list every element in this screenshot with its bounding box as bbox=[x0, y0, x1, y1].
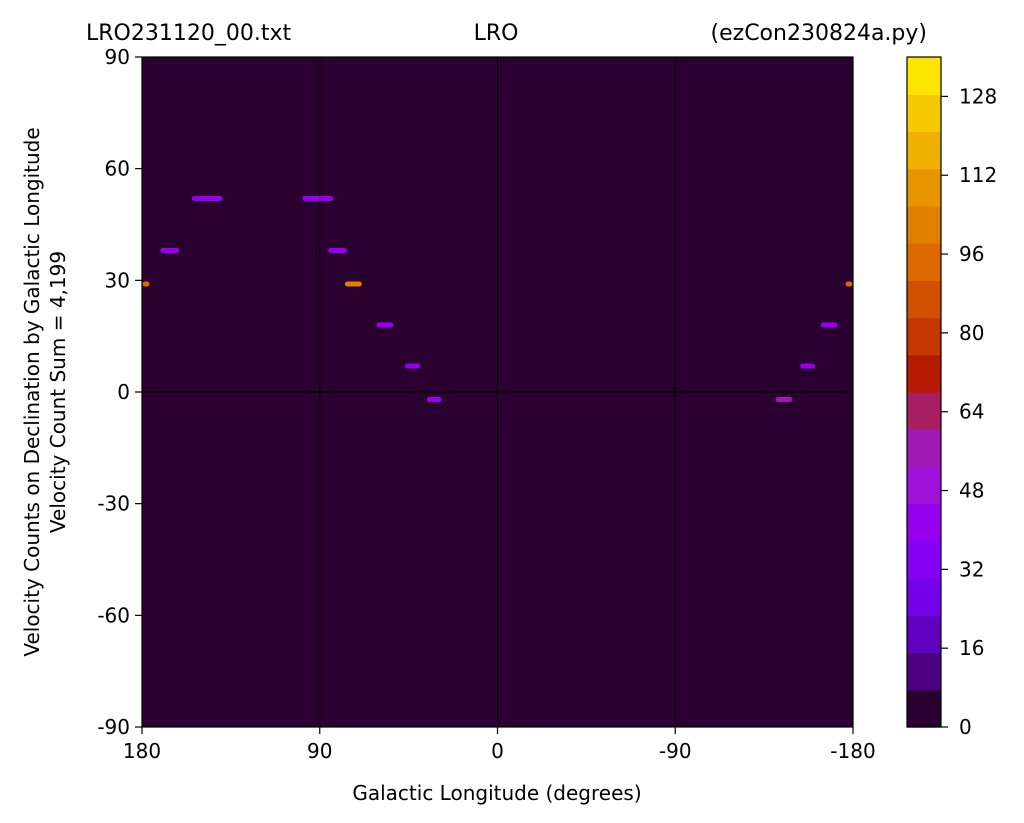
x-tick-label: -180 bbox=[830, 739, 875, 763]
x-axis-ticks: 180 90 0 -90 -180 bbox=[123, 727, 876, 763]
colorbar-segment bbox=[907, 131, 941, 170]
colorbar-ticks: 0 16 32 48 64 80 96 112 128 bbox=[941, 84, 997, 739]
colorbar-segment bbox=[907, 243, 941, 281]
colorbar-segment bbox=[907, 392, 941, 430]
colorbar-segment bbox=[907, 466, 941, 505]
colorbar-frame bbox=[906, 56, 942, 728]
chart-title-center: LRO bbox=[474, 21, 519, 46]
colorbar-segment bbox=[907, 57, 941, 95]
colorbar-segment bbox=[907, 354, 941, 393]
colorbar-segment bbox=[907, 94, 941, 133]
colorbar: 0 16 32 48 64 80 96 112 128 bbox=[906, 56, 997, 739]
x-tick-label: 0 bbox=[491, 739, 504, 763]
x-axis-label: Galactic Longitude (degrees) bbox=[352, 781, 641, 805]
y-tick-label: -60 bbox=[97, 603, 130, 627]
colorbar-tick-label: 48 bbox=[959, 479, 984, 503]
colorbar-segment bbox=[907, 503, 941, 542]
x-tick-label: 180 bbox=[123, 739, 161, 763]
colorbar-tick-label: 64 bbox=[959, 400, 984, 424]
y-tick-label: 60 bbox=[105, 157, 130, 181]
colorbar-segment bbox=[907, 578, 941, 616]
colorbar-segment bbox=[907, 652, 941, 691]
colorbar-tick-label: 96 bbox=[959, 242, 984, 266]
colorbar-segment bbox=[907, 429, 941, 468]
y-tick-label: 0 bbox=[117, 380, 130, 404]
colorbar-segment bbox=[907, 615, 941, 654]
colorbar-segment bbox=[907, 317, 941, 356]
y-axis-label-line2: Velocity Count Sum = 4,199 bbox=[46, 251, 70, 533]
colorbar-segment bbox=[907, 540, 941, 579]
colorbar-tick-label: 32 bbox=[959, 557, 984, 581]
colorbar-segments bbox=[907, 57, 941, 728]
y-tick-label: 90 bbox=[105, 45, 130, 69]
y-tick-label: -90 bbox=[97, 715, 130, 739]
colorbar-tick-label: 128 bbox=[959, 84, 997, 108]
grid-lines bbox=[142, 57, 853, 727]
data-points bbox=[142, 195, 853, 402]
colorbar-tick-label: 16 bbox=[959, 636, 984, 660]
plot-area: 180 90 0 -90 -180 90 60 30 0 -30 -60 -90 bbox=[97, 45, 875, 763]
y-tick-label: -30 bbox=[97, 492, 130, 516]
chart-title-right: (ezCon230824a.py) bbox=[711, 21, 927, 46]
chart-title-left: LRO231120_00.txt bbox=[86, 21, 291, 46]
x-tick-label: -90 bbox=[659, 739, 692, 763]
colorbar-tick-label: 80 bbox=[959, 321, 984, 345]
y-axis-label-line1: Velocity Counts on Declination by Galact… bbox=[20, 127, 44, 656]
colorbar-tick-label: 112 bbox=[959, 163, 997, 187]
colorbar-segment bbox=[907, 689, 941, 728]
colorbar-segment bbox=[907, 280, 941, 319]
x-tick-label: 90 bbox=[307, 739, 332, 763]
y-tick-label: 30 bbox=[105, 268, 130, 292]
y-axis-ticks: 90 60 30 0 -30 -60 -90 bbox=[97, 45, 142, 739]
colorbar-tick-label: 0 bbox=[959, 715, 972, 739]
colorbar-segment bbox=[907, 205, 941, 244]
colorbar-segment bbox=[907, 168, 941, 207]
